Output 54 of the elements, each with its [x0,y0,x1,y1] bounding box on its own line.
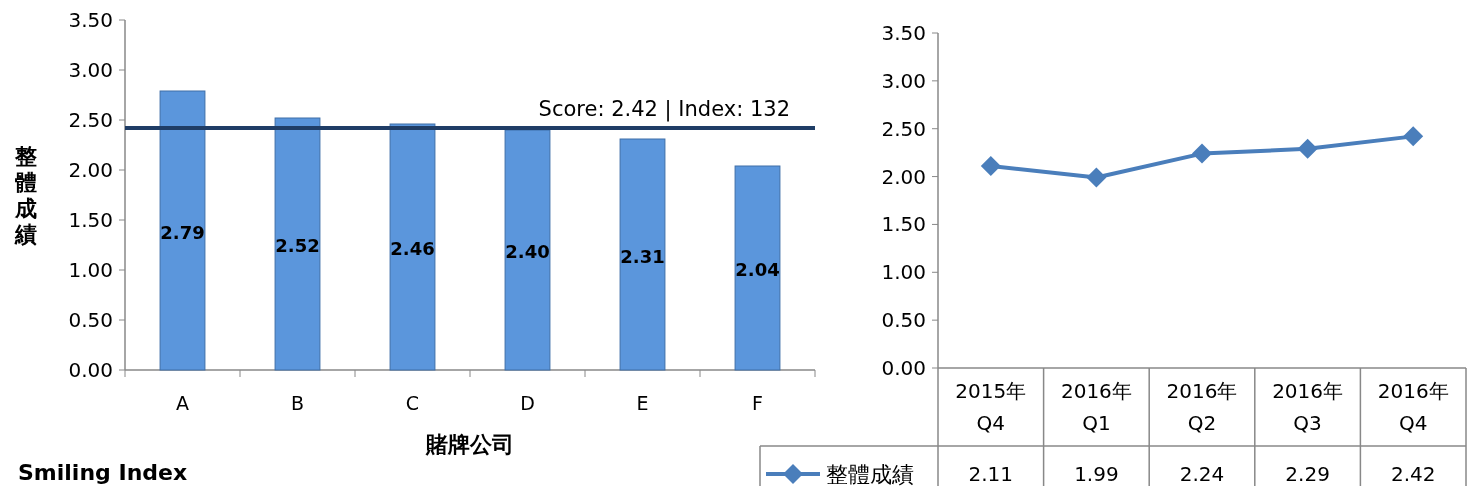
bar [159,90,206,371]
x-tick-label: 2016年 Q1 [1060,379,1132,435]
data-label: 2.24 [1179,462,1225,486]
y-tick-label: 3.00 [881,68,926,93]
x-tick-label: B [290,392,305,414]
x-tick-label: E [636,392,649,414]
data-label: 2.40 [505,241,550,262]
y-tick-label: 1.50 [68,208,113,232]
data-label: 2.46 [390,238,435,259]
data-label: 2.79 [160,221,205,243]
y-tick-label: 2.50 [881,116,926,141]
y-tick-label: 3.00 [68,58,113,82]
y-tick-label: 0.50 [881,308,926,333]
ref-line-label: Score: 2.42 | Index: 132 [538,97,790,122]
y-tick-label: 2.50 [68,108,113,132]
data-label: 2.04 [735,259,780,280]
point [980,156,1001,177]
point [1403,126,1424,147]
bar [274,117,321,371]
y-tick-label: 0.00 [881,356,926,380]
y-tick-label: 1.00 [68,258,113,282]
data-label: 2.52 [275,235,320,256]
y-tick-label: 1.00 [881,260,926,285]
y-tick-label: 3.50 [68,8,113,32]
data-label: 2.31 [620,245,665,267]
x-tick-label: D [520,392,535,414]
text: Smiling Index [18,460,188,485]
bar [504,129,551,371]
data-label: 2.29 [1285,462,1330,486]
x-tick-label: 2016年 Q2 [1166,379,1238,435]
y-axis-title: 整體成績 [14,144,37,247]
bar [389,123,436,371]
x-tick-label: F [752,392,763,414]
legend-label: 整體成績 [826,462,914,486]
bar [734,165,781,371]
x-tick-label: A [176,392,189,414]
point [1086,167,1107,188]
data-label: 1.99 [1074,462,1119,486]
x-tick-label: C [405,392,420,414]
point [1192,143,1212,164]
y-tick-label: 2.00 [881,164,926,189]
data-label: 2.42 [1390,462,1436,486]
y-tick-label: 0.00 [68,358,113,382]
y-tick-label: 3.50 [881,21,926,45]
x-axis-title: 賭牌公司 [425,432,514,457]
y-tick-label: 2.00 [68,158,113,182]
bar [619,138,666,371]
x-tick-label: 2015年 Q4 [955,379,1027,435]
x-tick-label: 2016年 Q4 [1377,379,1449,435]
point [1297,138,1318,159]
y-tick-label: 0.50 [68,308,113,332]
data-label: 2.11 [968,462,1014,486]
y-tick-label: 1.50 [881,212,926,237]
x-tick-label: 2016年 Q3 [1272,379,1344,435]
